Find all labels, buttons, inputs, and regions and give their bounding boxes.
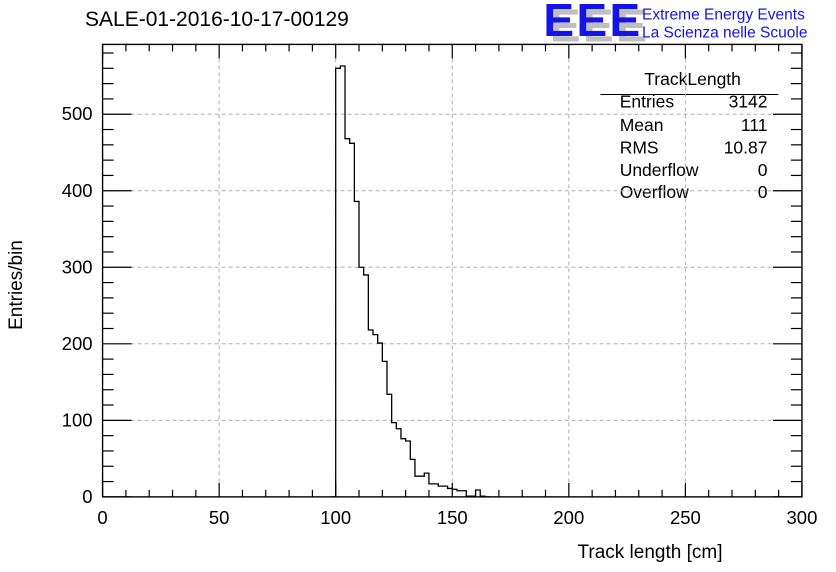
svg-text:0: 0 [758, 182, 768, 202]
svg-text:300: 300 [787, 507, 818, 528]
svg-text:TrackLength: TrackLength [644, 69, 741, 89]
svg-text:400: 400 [62, 180, 93, 201]
svg-text:Overflow: Overflow [620, 182, 689, 202]
svg-text:RMS: RMS [620, 137, 659, 157]
svg-text:250: 250 [670, 507, 701, 528]
svg-text:200: 200 [553, 507, 584, 528]
svg-text:Mean: Mean [620, 115, 664, 135]
svg-text:La Scienza nelle Scuole: La Scienza nelle Scuole [642, 25, 807, 42]
svg-text:0: 0 [82, 486, 92, 507]
svg-text:3142: 3142 [729, 91, 768, 111]
svg-text:Underflow: Underflow [620, 160, 699, 180]
svg-text:0: 0 [97, 507, 107, 528]
svg-text:300: 300 [62, 256, 93, 277]
svg-text:500: 500 [62, 103, 93, 124]
svg-text:Track length [cm]: Track length [cm] [577, 542, 722, 563]
svg-text:200: 200 [62, 333, 93, 354]
svg-text:0: 0 [758, 160, 768, 180]
svg-text:50: 50 [209, 507, 230, 528]
svg-text:Entries/bin: Entries/bin [6, 240, 27, 330]
svg-text:100: 100 [62, 409, 93, 430]
svg-text:10.87: 10.87 [724, 137, 768, 157]
svg-text:Extreme Energy Events: Extreme Energy Events [642, 7, 805, 24]
svg-text:111: 111 [741, 115, 768, 135]
svg-text:Entries: Entries [620, 91, 675, 111]
svg-text:150: 150 [437, 507, 468, 528]
svg-text:100: 100 [320, 507, 351, 528]
svg-text:EEE: EEE [543, 0, 642, 46]
